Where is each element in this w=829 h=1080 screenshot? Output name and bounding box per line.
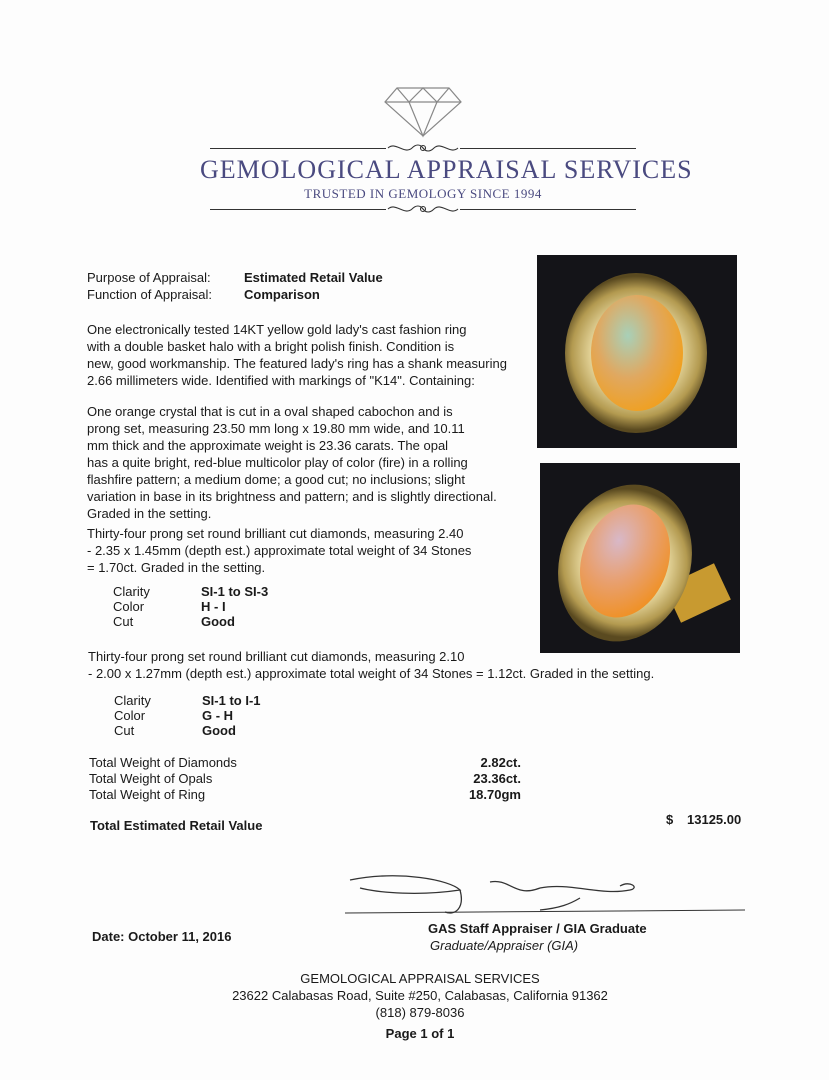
diamonds1-description: Thirty-four prong set round brilliant cu… xyxy=(87,525,471,576)
company-tagline: TRUSTED IN GEMOLOGY SINCE 1994 xyxy=(304,186,542,201)
signer-title: GAS Staff Appraiser / GIA Graduate xyxy=(428,921,647,936)
total-label: Total Weight of Opals xyxy=(89,771,213,786)
signature xyxy=(344,875,746,914)
diamonds2-grades: Clarity SI-1 to I-1 Color G - H Cut Good xyxy=(114,693,261,738)
grade-label: Clarity xyxy=(114,693,151,708)
signer-subtitle: Graduate/Appraiser (GIA) xyxy=(430,938,579,953)
ring-description: One electronically tested 14KT yellow go… xyxy=(87,321,507,389)
text-line: mm thick and the approximate weight is 2… xyxy=(87,438,449,453)
total-label: Total Weight of Ring xyxy=(89,787,206,802)
grade-label: Clarity xyxy=(113,584,150,599)
retail-value: 13125.00 xyxy=(687,812,742,827)
grade-value: G - H xyxy=(202,708,234,723)
footer-company: GEMOLOGICAL APPRAISAL SERVICES xyxy=(300,971,540,986)
total-label: Total Weight of Diamonds xyxy=(89,755,237,770)
appraisal-date: Date: October 11, 2016 xyxy=(92,929,232,944)
grade-label: Color xyxy=(114,708,146,723)
grade-value: SI-1 to SI-3 xyxy=(201,584,269,599)
diamond-icon xyxy=(384,87,462,138)
text-line: One electronically tested 14KT yellow go… xyxy=(87,322,467,337)
text-line: Graded in the setting. xyxy=(87,506,212,521)
text-line: new, good workmanship. The featured lady… xyxy=(87,356,507,371)
text-line: flashfire pattern; a medium dome; a good… xyxy=(87,472,465,487)
text-line: - 2.00 x 1.27mm (depth est.) approximate… xyxy=(88,666,655,681)
footer-phone: (818) 879-8036 xyxy=(375,1005,465,1020)
ring-photo-bottom xyxy=(540,463,740,653)
grade-label: Color xyxy=(113,599,145,614)
text-line: with a double basket halo with a bright … xyxy=(87,339,455,354)
total-value: 18.70gm xyxy=(468,787,521,802)
grade-value: SI-1 to I-1 xyxy=(202,693,261,708)
purpose-block: Purpose of Appraisal: Estimated Retail Va… xyxy=(87,270,383,302)
function-label: Function of Appraisal: xyxy=(87,287,213,302)
grade-value: H - I xyxy=(201,599,226,614)
purpose-value: Estimated Retail Value xyxy=(244,270,383,285)
page-number: Page 1 of 1 xyxy=(385,1026,455,1041)
text-line: variation in base in its brightness and … xyxy=(87,489,497,504)
text-line: Thirty-four prong set round brilliant cu… xyxy=(87,526,464,541)
grade-label: Cut xyxy=(113,614,134,629)
text-line: - 2.35 x 1.45mm (depth est.) approximate… xyxy=(87,543,472,558)
grade-value: Good xyxy=(202,723,236,738)
retail-label: Total Estimated Retail Value xyxy=(90,818,263,833)
retail-currency: $ xyxy=(666,812,674,827)
grade-label: Cut xyxy=(114,723,135,738)
purpose-label: Purpose of Appraisal: xyxy=(87,270,211,285)
function-value: Comparison xyxy=(244,287,320,302)
total-value: 23.36ct. xyxy=(473,771,521,786)
totals: Total Weight of Diamonds 2.82ct. Total We… xyxy=(89,755,521,802)
total-value: 2.82ct. xyxy=(480,755,521,770)
text-line: = 1.70ct. Graded in the setting. xyxy=(87,560,266,575)
ornament-bottom-icon xyxy=(387,205,459,213)
diamonds1-grades: Clarity SI-1 to SI-3 Color H - I Cut Good xyxy=(113,584,268,629)
grade-value: Good xyxy=(201,614,235,629)
ornament-top-icon xyxy=(387,144,459,152)
text-line: 2.66 millimeters wide. Identified with m… xyxy=(87,373,475,388)
opal-description: One orange crystal that is cut in a oval… xyxy=(87,403,497,522)
diamonds2-description: Thirty-four prong set round brilliant cu… xyxy=(88,648,654,682)
footer-address: 23622 Calabasas Road, Suite #250, Calaba… xyxy=(232,988,608,1003)
footer: GEMOLOGICAL APPRAISAL SERVICES 23622 Cal… xyxy=(0,970,829,1042)
ring-photo-top xyxy=(537,255,737,448)
company-title: GEMOLOGICAL APPRAISAL SERVICES xyxy=(200,155,693,184)
text-line: prong set, measuring 23.50 mm long x 19.… xyxy=(87,421,465,436)
text-line: Thirty-four prong set round brilliant cu… xyxy=(88,649,465,664)
text-line: One orange crystal that is cut in a oval… xyxy=(87,404,453,419)
text-line: has a quite bright, red-blue multicolor … xyxy=(87,455,468,470)
